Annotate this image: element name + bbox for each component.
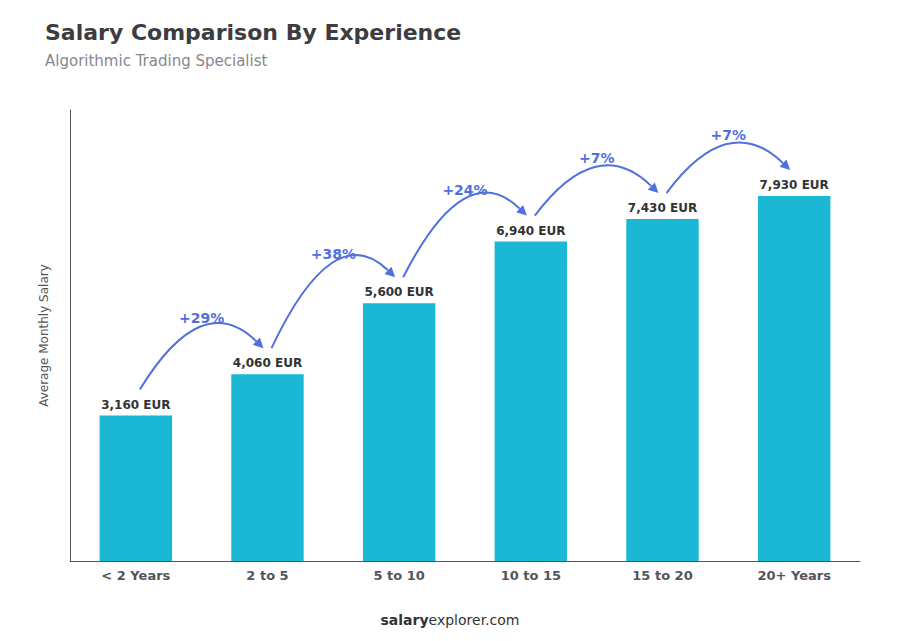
svg-text:salary: salary [381,612,429,628]
svg-text:explorer.com: explorer.com [429,612,520,628]
svg-text:5 to 10: 5 to 10 [373,568,424,583]
svg-text:+24%: +24% [442,182,487,198]
svg-text:Salary Comparison By Experienc: Salary Comparison By Experience [45,20,461,45]
svg-text:10 to 15: 10 to 15 [501,568,561,583]
svg-text:5,600 EUR: 5,600 EUR [365,285,434,299]
svg-text:15 to 20: 15 to 20 [632,568,692,583]
svg-text:7,930 EUR: 7,930 EUR [760,178,829,192]
svg-text:2 to 5: 2 to 5 [246,568,288,583]
svg-text:+38%: +38% [311,246,356,262]
svg-text:20+ Years: 20+ Years [757,568,831,583]
svg-text:4,060 EUR: 4,060 EUR [233,356,302,370]
svg-text:+7%: +7% [579,150,615,166]
svg-text:+29%: +29% [179,310,224,326]
svg-text:7,430 EUR: 7,430 EUR [628,201,697,215]
svg-text:Algorithmic Trading Specialist: Algorithmic Trading Specialist [45,52,267,70]
svg-text:3,160 EUR: 3,160 EUR [101,398,170,412]
svg-text:+7%: +7% [711,127,747,143]
svg-text:Average Monthly Salary: Average Monthly Salary [37,264,51,407]
svg-text:< 2 Years: < 2 Years [101,568,170,583]
svg-text:6,940 EUR: 6,940 EUR [496,224,565,238]
